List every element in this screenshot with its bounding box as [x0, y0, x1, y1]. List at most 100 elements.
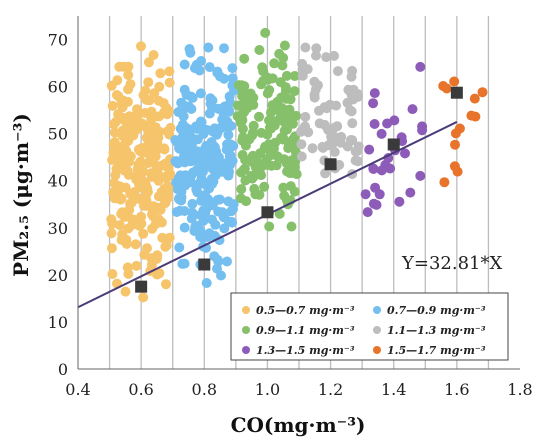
scatter-point-1	[108, 119, 119, 130]
scatter-point-2	[219, 43, 229, 54]
scatter-point-5	[405, 187, 416, 198]
scatter-point-3	[247, 150, 258, 161]
scatter-point-5	[362, 207, 373, 218]
scatter-point-3	[258, 66, 269, 77]
scatter-point-4	[331, 100, 342, 111]
scatter-point-1	[164, 77, 175, 88]
legend-box	[230, 292, 509, 361]
scatter-point-6	[470, 111, 481, 122]
scatter-point-1	[164, 232, 175, 243]
scatter-point-2	[222, 143, 233, 154]
scatter-point-5	[376, 128, 387, 139]
scatter-point-2	[171, 177, 182, 188]
tick-labels: 0.4 0.6 0.8 1.0 1.2 1.4 1.6 1.8 0 10 20 30 40 50 60 70	[48, 31, 533, 399]
scatter-point-1	[140, 108, 151, 118]
scatter-point-6	[450, 128, 461, 139]
scatter-point-3	[287, 118, 298, 129]
scatter-point-2	[204, 62, 215, 73]
legend-label: 0.5—0.7 mg·m⁻³	[256, 304, 355, 317]
scatter-point-3	[287, 134, 298, 145]
scatter-point-2	[223, 216, 234, 227]
scatter-point-1	[146, 142, 157, 153]
scatter-point-3	[265, 107, 276, 118]
scatter-point-6	[469, 93, 480, 104]
scatter-point-1	[133, 159, 144, 170]
scatter-point-3	[289, 86, 300, 97]
scatter-point-1	[164, 171, 175, 182]
scatter-point-2	[176, 140, 187, 151]
scatter-point-3	[254, 45, 265, 55]
scatter-point-2	[207, 102, 218, 113]
scatter-point-2	[213, 256, 224, 267]
scatter-point-2	[194, 65, 205, 76]
scatter-point-2	[222, 116, 233, 127]
scatter-point-2	[185, 47, 196, 58]
scatter-point-1	[107, 100, 118, 111]
scatter-point-3	[259, 181, 270, 192]
x-tick-label: 0.8	[192, 380, 217, 399]
y-tick-label: 40	[48, 172, 68, 191]
scatter-point-3	[267, 100, 278, 111]
legend-marker	[373, 346, 381, 354]
scatter-point-2	[173, 107, 184, 117]
scatter-point-5	[364, 144, 375, 155]
scatter-point-2	[170, 156, 181, 167]
scatter-point-3	[291, 110, 302, 121]
scatter-point-4	[321, 52, 332, 63]
scatter-point-3	[279, 125, 290, 136]
scatter-point-4	[311, 43, 322, 54]
scatter-point-1	[107, 269, 118, 279]
scatter-point-2	[219, 73, 230, 84]
scatter-point-3	[239, 53, 250, 64]
legend-marker	[242, 346, 250, 354]
scatter-point-3	[272, 151, 283, 162]
scatter-point-1	[106, 80, 117, 91]
scatter-point-1	[162, 109, 173, 120]
scatter-point-1	[130, 239, 141, 250]
scatter-point-2	[170, 135, 181, 145]
scatter-point-4	[352, 156, 363, 167]
scatter-point-2	[178, 133, 189, 144]
scatter-point-6	[450, 139, 460, 150]
scatter-point-5	[400, 148, 410, 159]
scatter-point-5	[369, 119, 380, 129]
y-tick-label: 30	[48, 219, 68, 238]
y-tick-label: 20	[48, 266, 68, 285]
scatter-point-2	[179, 206, 190, 216]
scatter-point-3	[262, 88, 273, 99]
scatter-point-1	[162, 193, 172, 204]
scatter-point-4	[320, 168, 331, 179]
scatter-point-1	[154, 268, 165, 279]
scatter-point-3	[262, 129, 273, 140]
legend-marker	[373, 326, 381, 334]
scatter-point-3	[241, 196, 252, 207]
scatter-point-2	[179, 59, 190, 70]
scatter-point-3	[236, 184, 247, 195]
scatter-point-1	[122, 262, 133, 273]
scatter-point-1	[112, 192, 123, 203]
x-tick-label: 1.8	[507, 380, 532, 399]
scatter-point-3	[284, 104, 295, 115]
scatter-point-1	[160, 241, 171, 252]
scatter-point-1	[138, 292, 149, 303]
scatter-point-2	[179, 222, 190, 233]
scatter-point-4	[296, 151, 307, 162]
scatter-point-3	[267, 73, 278, 84]
scatter-point-2	[195, 231, 206, 242]
scatter-point-2	[200, 179, 210, 190]
scatter-point-2	[204, 228, 215, 239]
scatter-point-4	[347, 135, 358, 146]
scatter-point-1	[123, 61, 134, 72]
scatter-point-2	[178, 100, 189, 111]
scatter-point-3	[237, 123, 248, 134]
scatter-point-2	[212, 195, 223, 205]
scatter-point-2	[228, 199, 239, 210]
scatter-point-6	[477, 87, 488, 98]
scatter-point-1	[121, 238, 132, 249]
scatter-point-5	[370, 182, 381, 193]
scatter-point-3	[254, 111, 264, 122]
scatter-point-1	[143, 57, 154, 68]
scatter-point-5	[368, 98, 379, 109]
scatter-point-1	[144, 123, 155, 134]
scatter-point-1	[162, 126, 173, 137]
